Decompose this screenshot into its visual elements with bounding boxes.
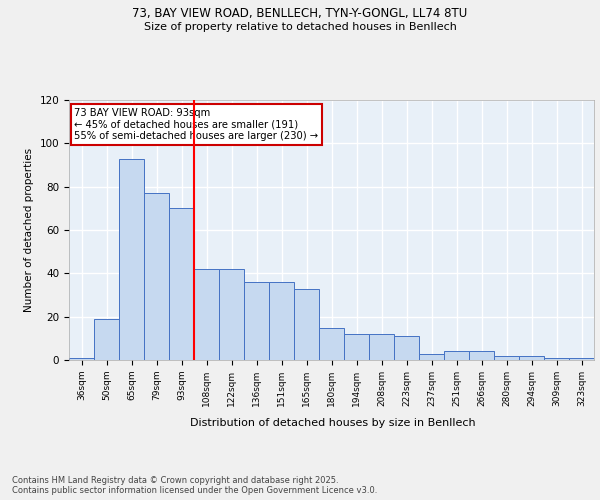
Bar [94, 319, 119, 360]
Bar [369, 334, 394, 360]
Bar [294, 288, 319, 360]
Y-axis label: Number of detached properties: Number of detached properties [24, 148, 34, 312]
Bar [244, 282, 269, 360]
Bar [144, 193, 169, 360]
Text: 73, BAY VIEW ROAD, BENLLECH, TYN-Y-GONGL, LL74 8TU: 73, BAY VIEW ROAD, BENLLECH, TYN-Y-GONGL… [133, 8, 467, 20]
Bar [119, 158, 144, 360]
Bar [219, 269, 244, 360]
Bar [544, 358, 569, 360]
Bar [69, 358, 94, 360]
Bar [569, 358, 594, 360]
Bar [344, 334, 369, 360]
Bar [319, 328, 344, 360]
Bar [444, 352, 469, 360]
Bar [194, 269, 219, 360]
Bar [269, 282, 294, 360]
Text: Contains HM Land Registry data © Crown copyright and database right 2025.
Contai: Contains HM Land Registry data © Crown c… [12, 476, 377, 495]
Text: Distribution of detached houses by size in Benllech: Distribution of detached houses by size … [190, 418, 476, 428]
Bar [519, 356, 544, 360]
Bar [469, 352, 494, 360]
Bar [169, 208, 194, 360]
Bar [494, 356, 519, 360]
Bar [394, 336, 419, 360]
Bar [419, 354, 444, 360]
Text: Size of property relative to detached houses in Benllech: Size of property relative to detached ho… [143, 22, 457, 32]
Text: 73 BAY VIEW ROAD: 93sqm
← 45% of detached houses are smaller (191)
55% of semi-d: 73 BAY VIEW ROAD: 93sqm ← 45% of detache… [74, 108, 319, 141]
